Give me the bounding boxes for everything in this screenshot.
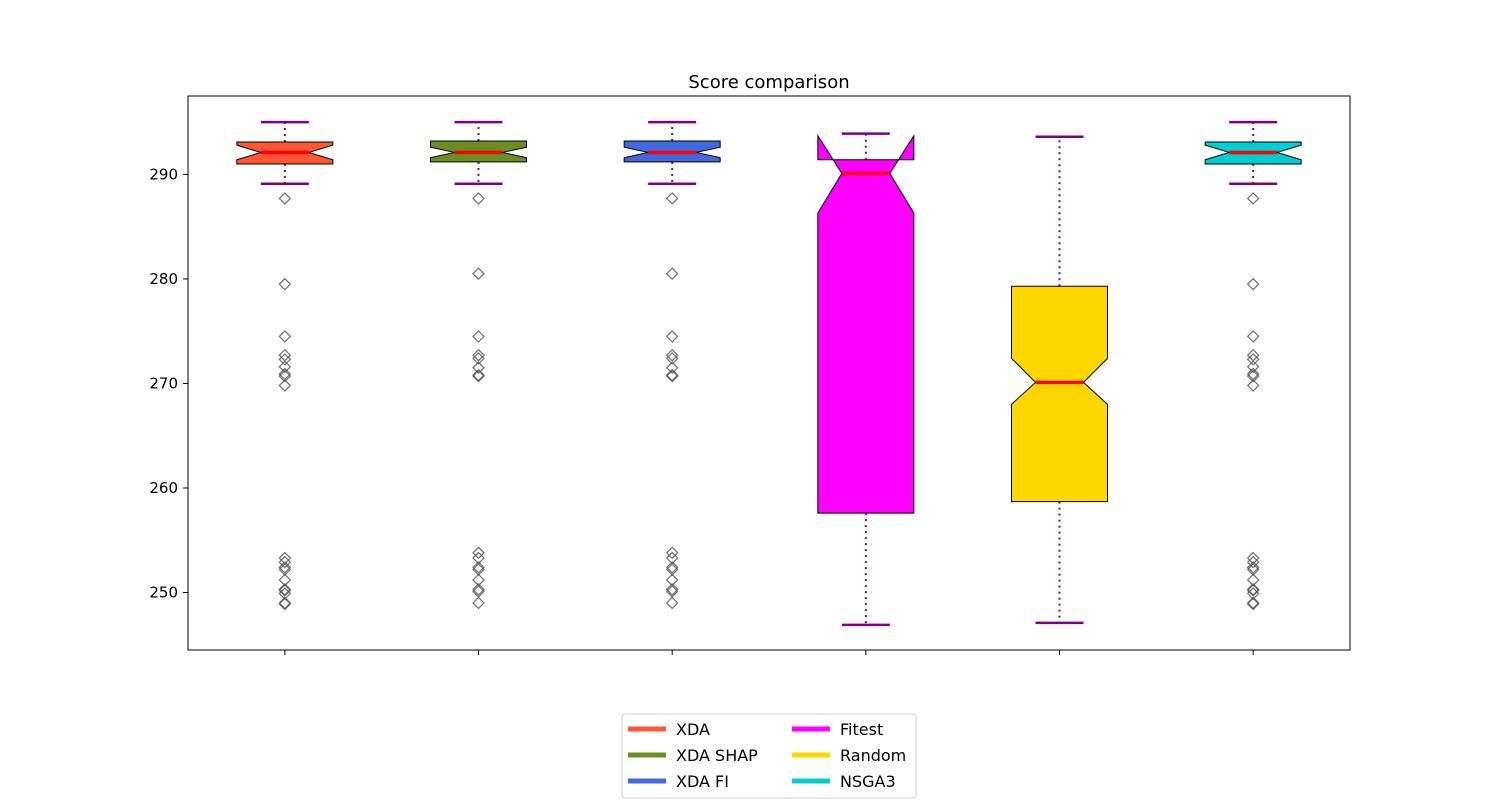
axes-frame xyxy=(187,95,1351,651)
outlier-point xyxy=(665,561,679,574)
outlier-point xyxy=(472,192,485,205)
outlier-point xyxy=(1246,360,1260,374)
outlier-point xyxy=(472,369,485,383)
outlier-point xyxy=(472,561,485,574)
outlier-point xyxy=(1246,353,1260,366)
outlier-point xyxy=(278,555,292,569)
outlier-point xyxy=(472,352,485,365)
legend-item: XDA SHAP xyxy=(628,746,758,765)
outlier-point xyxy=(278,596,292,610)
y-tick-label: 250 xyxy=(149,584,178,602)
outlier-point xyxy=(665,368,679,382)
outlier-point xyxy=(472,546,485,560)
box-group xyxy=(236,120,334,611)
chart-title: Score comparison xyxy=(688,72,849,93)
outlier-point xyxy=(278,360,292,374)
outlier-point xyxy=(665,369,679,383)
outlier-point xyxy=(472,348,485,362)
outlier-point xyxy=(278,369,292,383)
plot-area: 250 260 270 280 290 xyxy=(149,95,1351,655)
outlier-point xyxy=(1246,369,1260,383)
outlier-point xyxy=(665,348,679,362)
outlier-point xyxy=(1246,583,1260,596)
outlier-point xyxy=(472,596,485,610)
box-body xyxy=(1011,285,1108,503)
y-tick-label: 280 xyxy=(149,270,178,288)
outlier-point xyxy=(278,192,292,205)
legend-item: XDA FI xyxy=(628,772,729,791)
outlier-point xyxy=(472,330,485,343)
outlier-point xyxy=(278,277,292,291)
box-group xyxy=(1204,120,1302,611)
legend-frame xyxy=(621,713,917,799)
outlier-point xyxy=(665,361,679,375)
outlier-point xyxy=(278,330,292,343)
outlier-point xyxy=(1246,596,1260,610)
legend-item: Fitest xyxy=(792,720,883,739)
outlier-point xyxy=(665,583,679,596)
box-body xyxy=(817,134,915,514)
outlier-point xyxy=(665,596,679,610)
legend-label: XDA xyxy=(676,720,710,739)
outlier-point xyxy=(1246,561,1260,574)
outlier-point xyxy=(1246,379,1260,392)
legend-label: Random xyxy=(840,746,906,765)
y-tick-label: 290 xyxy=(149,165,178,183)
outlier-point xyxy=(665,267,679,281)
box-group xyxy=(817,132,915,627)
outlier-point xyxy=(278,379,292,392)
legend-label: Fitest xyxy=(840,720,883,739)
outlier-point xyxy=(472,368,485,382)
outlier-point xyxy=(1246,555,1260,569)
outlier-point xyxy=(1246,277,1260,291)
outlier-point xyxy=(278,353,292,366)
legend-label: NSGA3 xyxy=(840,772,896,791)
outlier-point xyxy=(278,561,292,574)
box-group xyxy=(1011,135,1108,625)
outlier-point xyxy=(665,546,679,560)
outlier-point xyxy=(278,584,292,597)
outlier-point xyxy=(278,583,292,596)
outlier-point xyxy=(1246,597,1260,611)
box-group xyxy=(430,120,527,610)
outlier-point xyxy=(278,597,292,611)
legend-label: XDA SHAP xyxy=(676,746,758,765)
outlier-point xyxy=(1246,192,1260,205)
outlier-point xyxy=(472,361,485,375)
legend: XDA XDA SHAP XDA FI Fitest Random NSGA3 xyxy=(621,713,917,799)
outlier-point xyxy=(472,267,485,281)
legend-item: NSGA3 xyxy=(792,772,896,791)
outlier-point xyxy=(472,583,485,596)
legend-item: Random xyxy=(792,746,906,765)
outlier-point xyxy=(665,192,679,205)
legend-item: XDA xyxy=(628,720,710,739)
box-group xyxy=(623,120,721,610)
y-tick-label: 270 xyxy=(149,374,178,392)
y-tick-label: 260 xyxy=(149,479,178,497)
legend-label: XDA FI xyxy=(676,772,729,791)
outlier-point xyxy=(1246,584,1260,597)
outlier-point xyxy=(665,352,679,365)
outlier-point xyxy=(1246,330,1260,343)
outlier-point xyxy=(665,330,679,343)
